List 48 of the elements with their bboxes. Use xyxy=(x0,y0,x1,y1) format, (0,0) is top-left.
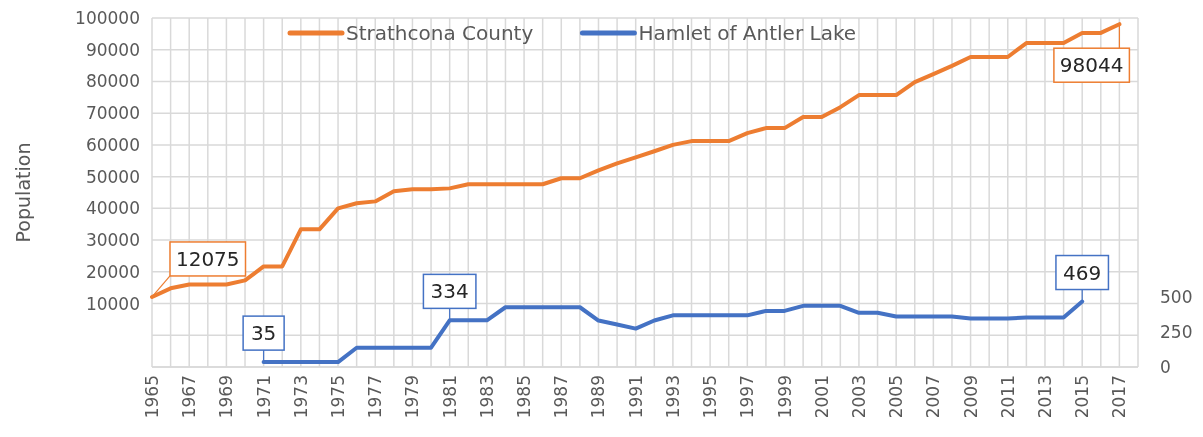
x-tick-label: 2009 xyxy=(960,375,981,419)
x-tick-label: 1985 xyxy=(514,375,535,419)
x-tick-label: 1991 xyxy=(625,375,646,419)
x-tick-label: 1987 xyxy=(551,375,572,419)
data-label: 98044 xyxy=(1059,53,1124,78)
y-tick-label: 100000 xyxy=(75,8,140,28)
x-tick-label: 1997 xyxy=(737,375,758,419)
x-tick-label: 1993 xyxy=(662,375,683,419)
y-tick-label: 60000 xyxy=(85,134,140,155)
data-label: 35 xyxy=(250,321,277,346)
x-tick-label: 2005 xyxy=(886,375,907,419)
y-tick-label: 70000 xyxy=(85,103,140,124)
x-tick-label: 2011 xyxy=(997,375,1018,419)
x-tick-label: 1995 xyxy=(700,375,721,419)
y-tick-label: 20000 xyxy=(85,261,140,282)
data-label: 12075 xyxy=(175,246,240,271)
x-tick-label: 1979 xyxy=(402,375,423,419)
y-tick-label: 10000 xyxy=(85,293,140,314)
y-tick-label: 80000 xyxy=(85,71,140,92)
x-tick-label: 2003 xyxy=(848,375,869,419)
y-tick-label: 30000 xyxy=(85,230,140,251)
x-tick-label: 1971 xyxy=(253,375,274,419)
x-tick-label: 1983 xyxy=(476,375,497,419)
x-tick-label: 1969 xyxy=(216,375,237,419)
y2-tick-label: 0 xyxy=(1160,357,1171,377)
x-tick-label: 1975 xyxy=(328,375,349,419)
x-tick-label: 1989 xyxy=(588,375,609,419)
x-tick-label: 1965 xyxy=(142,375,162,419)
x-tick-label: 2001 xyxy=(811,375,832,419)
x-tick-label: 2017 xyxy=(1109,375,1130,419)
legend-label: Strathcona County xyxy=(346,21,534,45)
data-label: 334 xyxy=(430,279,469,304)
x-tick-label: 1967 xyxy=(179,375,200,419)
x-tick-label: 1977 xyxy=(365,375,386,419)
x-tick-label: 1999 xyxy=(774,375,795,419)
y2-tick-label: 500 xyxy=(1160,287,1193,308)
y-tick-label: 40000 xyxy=(85,198,140,219)
x-tick-label: 2015 xyxy=(1072,375,1093,419)
x-tick-label: 1981 xyxy=(439,375,460,419)
y2-tick-label: 250 xyxy=(1160,322,1193,343)
x-tick-label: 1973 xyxy=(290,375,311,419)
x-tick-label: 2013 xyxy=(1034,375,1055,419)
x-tick-label: 2007 xyxy=(923,375,944,419)
data-label: 469 xyxy=(1063,260,1102,285)
y-tick-label: 90000 xyxy=(85,39,140,60)
y-tick-label: 50000 xyxy=(85,166,140,187)
legend-label: Hamlet of Antler Lake xyxy=(638,21,857,45)
y-axis-title: Population xyxy=(12,142,34,243)
